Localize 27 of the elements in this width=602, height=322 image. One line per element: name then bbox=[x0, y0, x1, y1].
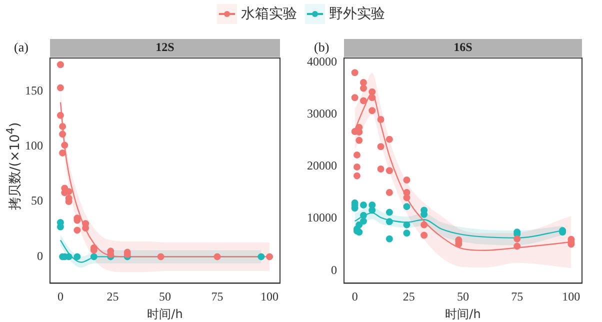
x-axis-title: 时间/h bbox=[147, 306, 183, 321]
y-tick-label: 50 bbox=[31, 194, 43, 208]
x-tick-label: 25 bbox=[106, 290, 119, 304]
x-tick-label: 25 bbox=[402, 290, 415, 304]
text: (b) bbox=[314, 39, 330, 54]
x-tick-label: 50 bbox=[457, 290, 469, 304]
y-tick-label: 40000 bbox=[307, 54, 337, 68]
y-tick-label: 100 bbox=[25, 138, 43, 152]
y-tick-label: 10000 bbox=[307, 210, 337, 225]
x-tick-label: 100 bbox=[260, 290, 279, 304]
legend-label: 水箱实验 bbox=[241, 5, 297, 23]
chart-title: 12S bbox=[156, 40, 175, 54]
x-tick-label: 75 bbox=[511, 290, 524, 304]
legend-label: 野外实验 bbox=[329, 5, 385, 23]
x-tick-label: 0 bbox=[352, 290, 358, 304]
chart-title: 16S bbox=[454, 40, 473, 54]
y-tick-label: 30000 bbox=[307, 106, 337, 120]
x-tick-label: 100 bbox=[562, 290, 580, 304]
y-tick-label: 0 bbox=[37, 248, 43, 263]
x-axis-title: 时间/h bbox=[445, 306, 481, 321]
x-tick-label: 0 bbox=[57, 290, 64, 304]
y-tick-label: 0 bbox=[331, 262, 337, 277]
x-tick-label: 50 bbox=[159, 290, 171, 304]
text: (a) bbox=[14, 39, 28, 54]
x-tick-label: 75 bbox=[211, 290, 224, 304]
y-tick-label: 20000 bbox=[307, 158, 337, 173]
y-tick-label: 150 bbox=[25, 83, 43, 98]
